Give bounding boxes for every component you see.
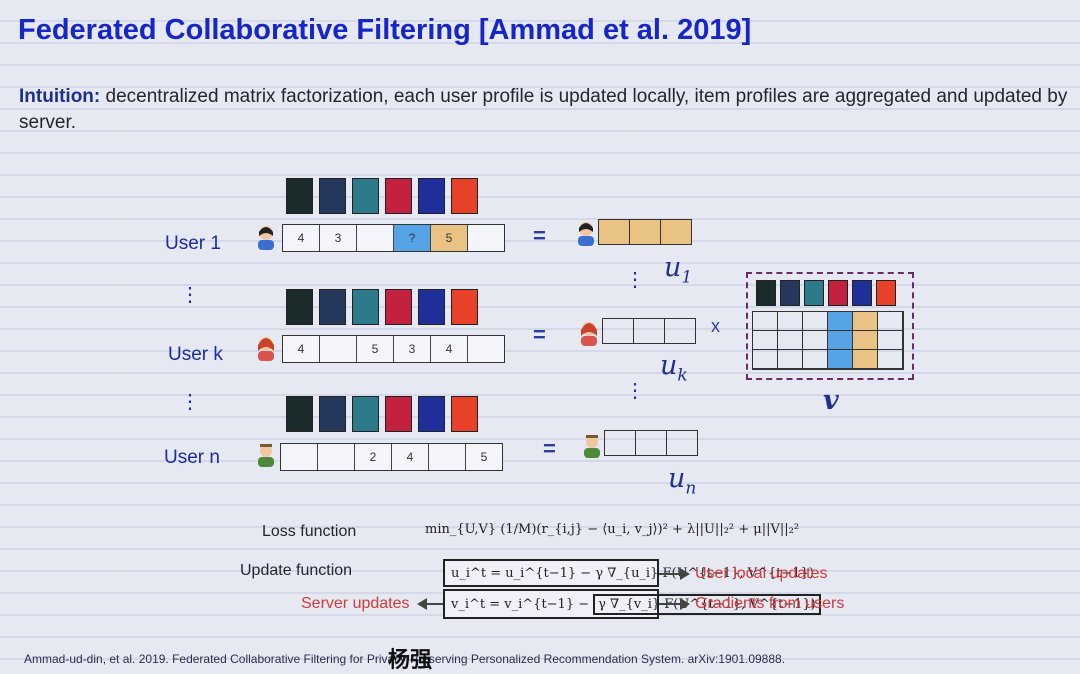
book-icon <box>418 178 445 214</box>
vector-label-uk: uk <box>660 350 688 386</box>
arrow-line <box>659 603 683 605</box>
intuition-paragraph: Intuition: decentralized matrix factoriz… <box>19 84 1069 136</box>
book-icon <box>451 289 478 325</box>
book-icon <box>352 396 379 432</box>
book-icon <box>286 289 313 325</box>
vertical-ellipsis: ⋮ <box>625 269 645 291</box>
citation-footer: Ammad-ud-din, et al. 2019. Federated Col… <box>24 652 786 666</box>
rating-cell: 3 <box>320 225 357 251</box>
book-icon <box>780 280 800 306</box>
book-icon <box>828 280 848 306</box>
rating-cell <box>429 444 466 470</box>
arrow-right-icon <box>680 598 690 610</box>
multiply-sign: x <box>711 316 720 336</box>
user-update-formula-box: u_i^t = u_i^{t−1} − γ ∇_{u_i} F(U^{t−1},… <box>443 559 814 587</box>
item-books-matrix <box>756 280 896 306</box>
user-avatar-icon <box>258 444 274 467</box>
user-avatar-icon <box>258 226 274 250</box>
rating-cell: 5 <box>357 336 394 362</box>
rating-row-user-k: 4 5 3 4 <box>282 335 505 363</box>
book-icon <box>352 178 379 214</box>
arrow-right-icon <box>680 568 690 580</box>
rating-row-user-1: 4 3 ? 5 <box>282 224 505 252</box>
arrow-left-icon <box>417 598 427 610</box>
book-icon <box>876 280 896 306</box>
rating-cell: 4 <box>392 444 429 470</box>
rating-cell-query: ? <box>394 225 431 251</box>
user-label-1: User 1 <box>165 233 221 254</box>
equals-sign: = <box>543 436 556 461</box>
user-label-k: User k <box>168 344 223 365</box>
item-books-row-k <box>286 289 478 325</box>
book-icon <box>352 289 379 325</box>
book-icon <box>319 289 346 325</box>
user-update-formula: u_i^t = u_i^{t−1} − γ ∇_{u_i} F(U^{t−1},… <box>451 565 814 581</box>
book-icon <box>319 178 346 214</box>
vertical-ellipsis: ⋮ <box>625 380 645 402</box>
item-books-row-1 <box>286 178 478 214</box>
user-avatar-icon <box>581 322 597 346</box>
book-icon <box>804 280 824 306</box>
server-update-formula-box: v_i^t = v_i^{t−1} − γ ∇_{v_i} F(U^{t−1},… <box>443 589 821 619</box>
book-icon <box>418 396 445 432</box>
rating-cell <box>357 225 394 251</box>
update-function-label: Update function <box>240 562 353 579</box>
server-updates-label: Server updates <box>301 595 410 612</box>
arrow-line <box>425 603 443 605</box>
rating-cell: 3 <box>394 336 431 362</box>
user-avatar-icon <box>258 337 274 361</box>
vector-label-un: un <box>668 463 697 499</box>
rating-cell: 4 <box>431 336 468 362</box>
rating-cell: 2 <box>355 444 392 470</box>
vector-label-u1: u1 <box>664 252 693 288</box>
book-icon <box>385 396 412 432</box>
gradients-from-users-label: Gradients from users <box>695 595 845 612</box>
gradient-term-box: γ ∇_{v_i} F(U^{t−1}, V^{t−1}) <box>593 593 821 615</box>
book-icon <box>385 289 412 325</box>
rating-cell <box>468 336 504 362</box>
rating-cell: 4 <box>283 225 320 251</box>
book-icon <box>286 178 313 214</box>
rating-cell <box>468 225 504 251</box>
item-matrix-grid <box>752 311 904 370</box>
intuition-text: decentralized matrix factorization, each… <box>19 86 1068 133</box>
rating-row-user-n: 2 4 5 <box>280 443 503 471</box>
book-icon <box>451 178 478 214</box>
book-icon <box>385 178 412 214</box>
item-books-row-n <box>286 396 478 432</box>
book-icon <box>418 289 445 325</box>
server-update-formula: v_i^t = v_i^{t−1} − <box>451 596 590 612</box>
intuition-label: Intuition: <box>19 86 101 107</box>
equals-sign: = <box>533 322 546 347</box>
loss-function-formula: min_{U,V} (1/M)(r_{i,j} − ⟨u_i, v_j⟩)² +… <box>425 522 800 537</box>
vertical-ellipsis: ⋮ <box>180 284 200 306</box>
rating-cell-highlight: 5 <box>431 225 468 251</box>
vertical-ellipsis: ⋮ <box>180 391 200 413</box>
arrow-line <box>659 573 683 575</box>
item-matrix-frame <box>746 272 914 380</box>
slide-title: Federated Collaborative Filtering [Ammad… <box>18 14 752 46</box>
book-icon <box>286 396 313 432</box>
book-icon <box>756 280 776 306</box>
watermark-text: 杨强 <box>388 647 433 672</box>
loss-function-label: Loss function <box>262 523 357 540</box>
book-icon <box>319 396 346 432</box>
book-icon <box>451 396 478 432</box>
user-label-n: User n <box>164 447 220 468</box>
user-vector-k <box>602 318 696 344</box>
rating-cell: 5 <box>480 450 488 464</box>
user-local-updates-label: User local updates <box>695 565 828 582</box>
rating-cell <box>320 336 357 362</box>
user-vector-n <box>604 430 698 456</box>
rating-cell <box>281 444 318 470</box>
user-avatar-icon <box>578 222 594 246</box>
rating-cell <box>318 444 355 470</box>
user-vector-1 <box>598 219 692 245</box>
book-icon <box>852 280 872 306</box>
equals-sign: = <box>533 223 546 248</box>
item-matrix-label: v <box>823 385 839 416</box>
rating-cell: 4 <box>283 336 320 362</box>
user-avatar-icon <box>584 435 600 458</box>
